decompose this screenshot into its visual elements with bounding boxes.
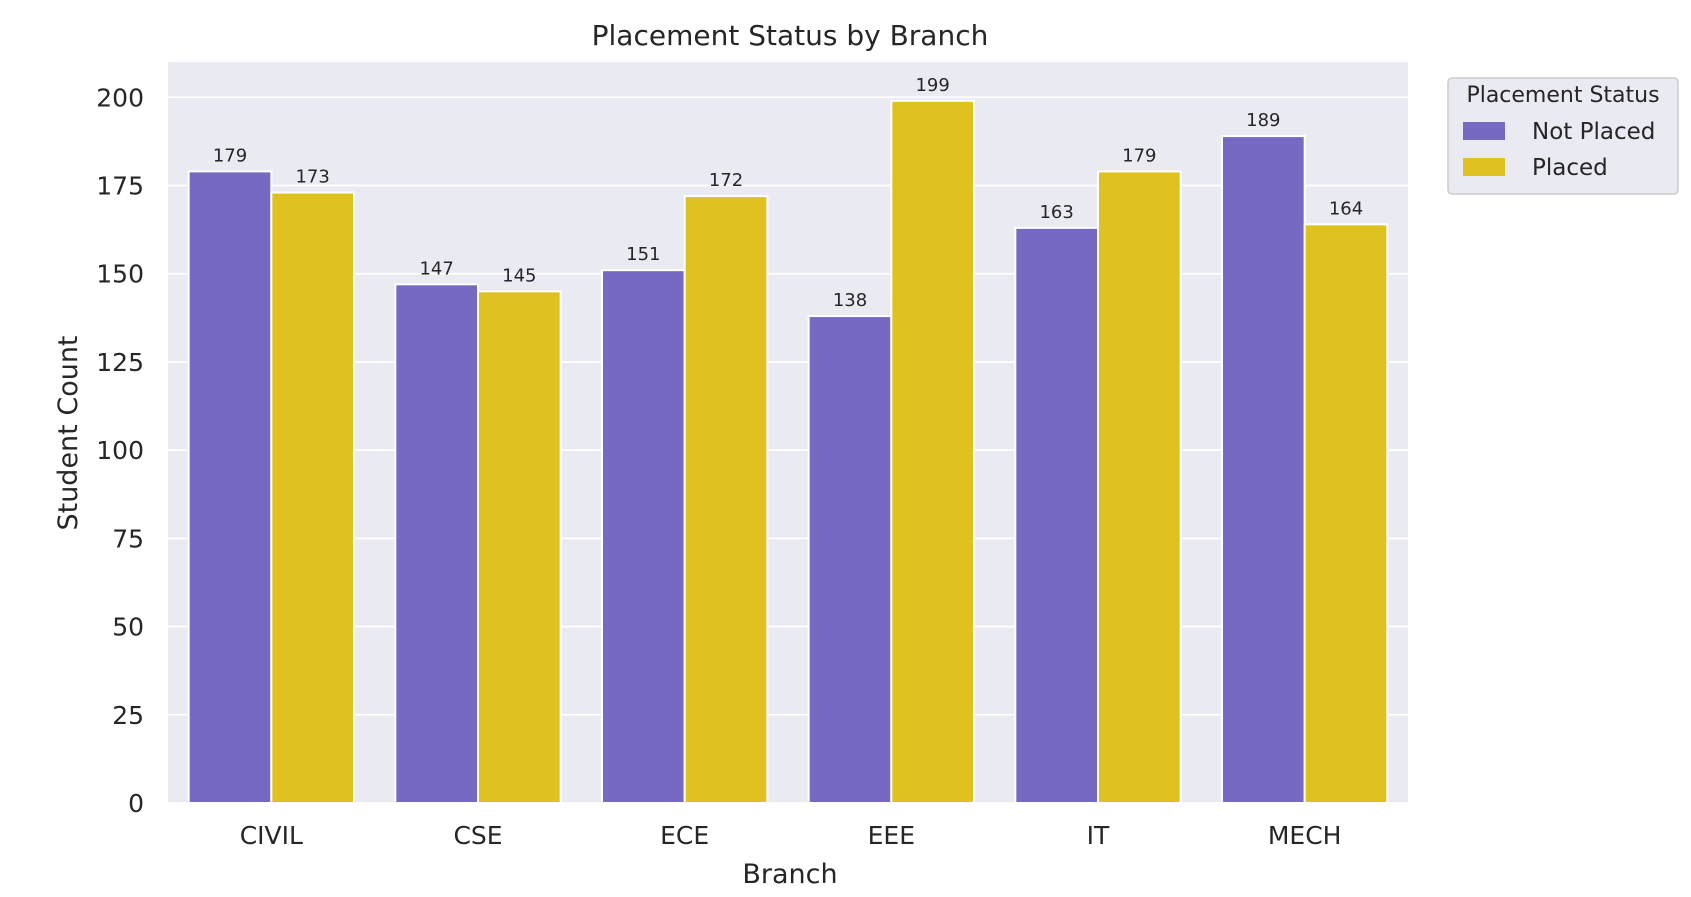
y-tick-label: 75 [112,524,144,553]
y-tick-label: 100 [96,436,144,465]
gridlines [168,96,1408,804]
bar-not-placed-mech [1221,135,1306,805]
bar-placed-mech [1303,223,1389,805]
data-label-not-placed-civil: 179 [213,145,247,166]
data-label-not-placed-ece: 151 [626,244,660,265]
y-tick-label: 25 [112,701,144,730]
legend-label-not-placed: Not Placed [1532,119,1655,145]
y-tick-label: 125 [96,348,144,377]
data-label-not-placed-eee: 138 [833,290,867,311]
data-label-placed-cse: 145 [502,265,536,286]
bars [187,99,1389,805]
legend-label-placed: Placed [1532,155,1608,181]
data-label-placed-mech: 164 [1329,198,1363,219]
data-labels: 179 173 147 145 151 172 138 199 163 179 189 164 [213,75,1363,311]
legend-title: Placement Status [1466,83,1659,108]
y-tick-label: 150 [96,260,144,289]
data-label-not-placed-cse: 147 [419,258,453,279]
y-tick-label: 175 [96,172,144,201]
bar-placed-it [1097,170,1182,804]
x-tick-label: ECE [660,821,709,850]
bar-not-placed-it [1014,226,1099,805]
x-tick-label: MECH [1268,821,1342,850]
legend-swatch-placed [1463,158,1505,176]
x-axis-ticks: CIVIL CSE ECE EEE IT MECH [240,821,1342,850]
data-label-placed-it: 179 [1122,145,1156,166]
data-label-not-placed-mech: 189 [1246,110,1280,131]
bar-placed-cse [477,290,562,804]
data-label-not-placed-it: 163 [1039,202,1073,223]
bar-placed-ece [683,195,769,805]
legend: Placement Status Not Placed Placed [1447,77,1679,195]
bar-not-placed-cse [394,283,480,804]
y-tick-label: 200 [96,83,144,112]
x-tick-label: CIVIL [240,821,303,850]
data-label-placed-civil: 173 [295,167,329,188]
x-tick-label: IT [1087,821,1110,850]
y-axis-ticks: 0 25 50 75 100 125 150 175 200 [96,83,144,818]
bar-not-placed-eee [807,315,893,804]
chart-title: Placement Status by Branch [592,19,989,52]
y-axis-label: Student Count [53,335,84,530]
x-axis-label: Branch [742,859,837,890]
x-tick-label: CSE [453,821,502,850]
y-tick-label: 50 [112,613,144,642]
bar-placed-eee [890,99,975,805]
bar-not-placed-ece [601,269,686,804]
x-tick-label: EEE [868,821,915,850]
legend-swatch-not-placed [1463,122,1505,140]
legend-box [1447,77,1679,195]
data-label-placed-eee: 199 [915,75,949,96]
data-label-placed-ece: 172 [709,170,743,191]
y-tick-label: 0 [128,789,144,818]
bar-placed-civil [270,191,356,805]
bar-not-placed-civil [187,170,273,804]
